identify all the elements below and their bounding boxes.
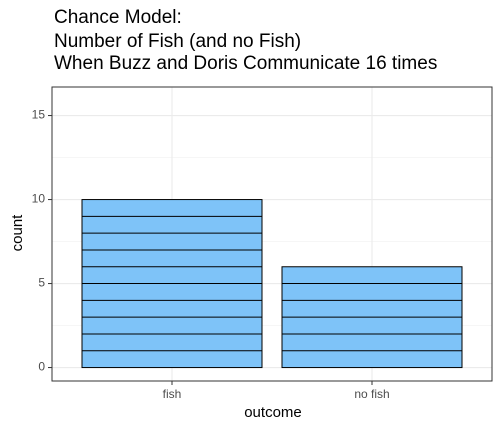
y-tick-label: 10 xyxy=(32,192,46,206)
y-tick-label: 15 xyxy=(32,108,46,122)
y-tick-label: 0 xyxy=(38,360,45,374)
y-axis-title: count xyxy=(9,214,26,252)
y-tick-label: 5 xyxy=(38,276,45,290)
chart-title: When Buzz and Doris Communicate 16 times xyxy=(54,53,437,74)
panel-border xyxy=(51,86,493,382)
x-tick-label: no fish xyxy=(354,387,389,401)
chart-title: Number of Fish (and no Fish) xyxy=(54,31,301,52)
chart-title: Chance Model: xyxy=(54,7,182,28)
x-tick-label: fish xyxy=(163,387,182,401)
x-axis-title: outcome xyxy=(244,404,302,421)
